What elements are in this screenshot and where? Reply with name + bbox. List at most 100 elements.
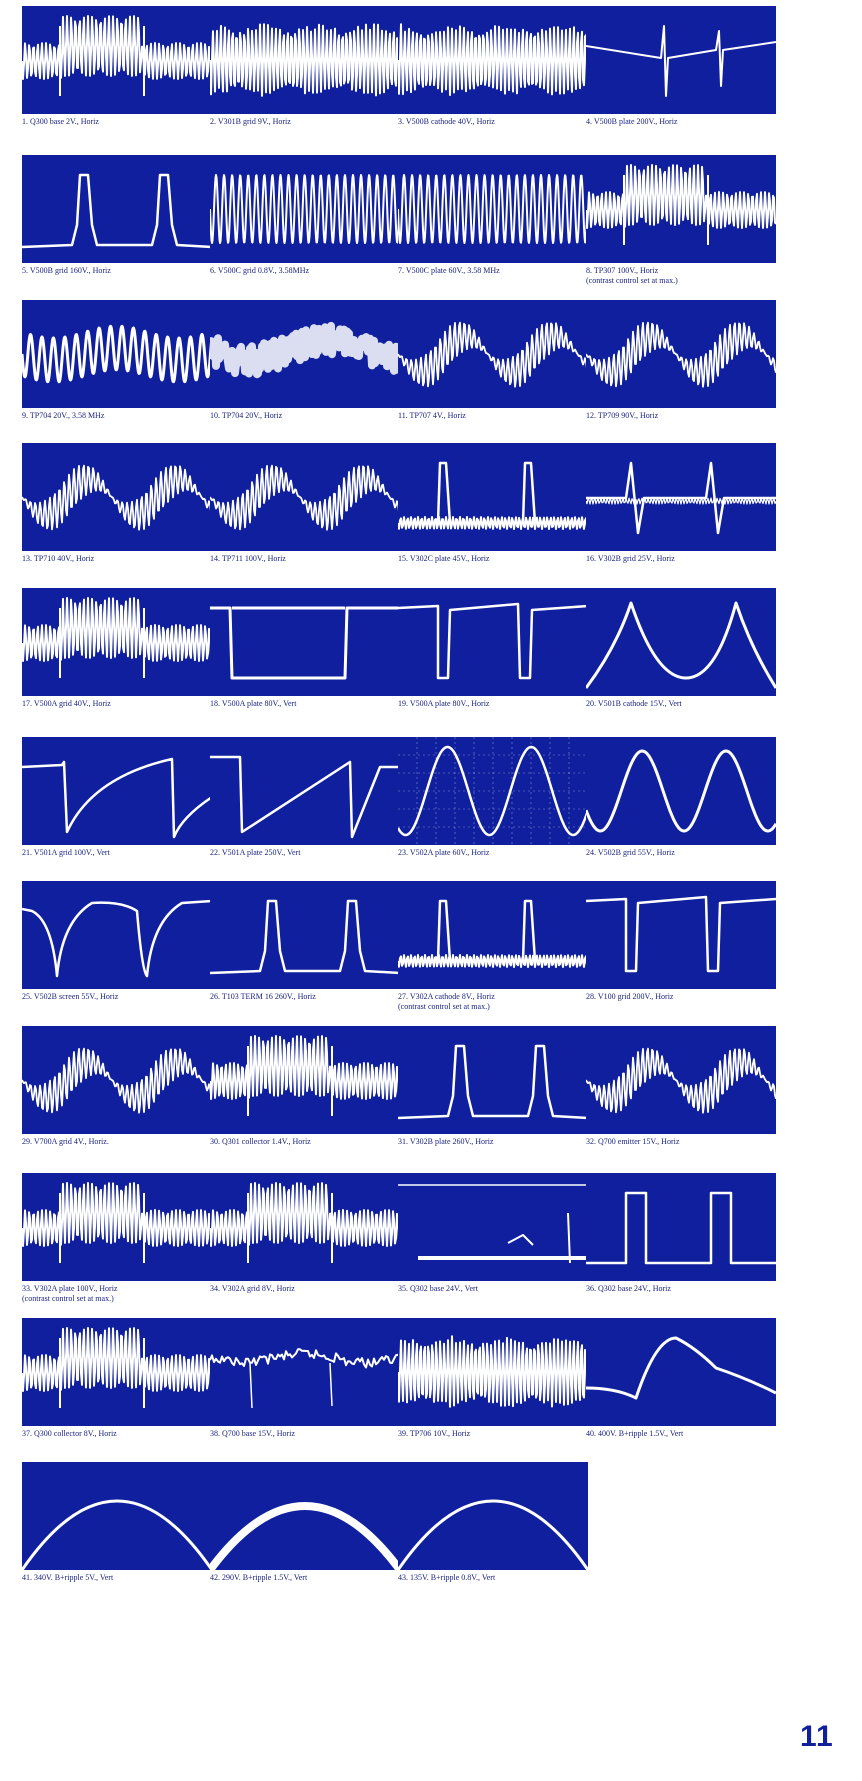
- oscilloscope-trace: [22, 443, 212, 551]
- waveform-caption: 35. Q302 base 24V., Vert: [398, 1284, 478, 1293]
- oscilloscope-trace: [22, 300, 212, 408]
- waveform-panel: 28. V100 grid 200V., Horiz: [586, 881, 776, 1002]
- waveform-panel: 39. TP706 10V., Horiz: [398, 1318, 588, 1439]
- waveform-caption: 9. TP704 20V., 3.58 MHz: [22, 411, 105, 420]
- oscilloscope-trace: [398, 588, 588, 696]
- waveform-caption: 26. T103 TERM 16 260V., Horiz: [210, 992, 316, 1001]
- oscilloscope-trace: [398, 1173, 588, 1281]
- waveform-panel: 33. V302A plate 100V., Horiz (contrast co…: [22, 1173, 212, 1304]
- oscilloscope-trace: [22, 1462, 212, 1570]
- waveform-caption: 34. V302A grid 8V., Horiz: [210, 1284, 295, 1293]
- oscilloscope-trace: [210, 443, 400, 551]
- oscilloscope-trace: [210, 6, 400, 114]
- waveform-panel: 31. V302B plate 260V., Horiz: [398, 1026, 588, 1147]
- waveform-caption: 21. V501A grid 100V., Vert: [22, 848, 110, 857]
- oscilloscope-trace: [210, 737, 400, 845]
- waveform-panel: 38. Q700 base 15V., Horiz: [210, 1318, 400, 1439]
- waveform-panel: 7. V500C plate 60V., 3.58 MHz: [398, 155, 588, 276]
- waveform-panel: 30. Q301 collector 1.4V., Horiz: [210, 1026, 400, 1147]
- waveform-panel: 14. TP711 100V., Horiz: [210, 443, 400, 564]
- waveform-panel: 20. V501B cathode 15V., Vert: [586, 588, 776, 709]
- waveform-caption: 4. V500B plate 200V., Horiz: [586, 117, 678, 126]
- oscilloscope-trace: [210, 300, 400, 408]
- waveform-caption: 8. TP307 100V., Horiz: [586, 266, 659, 275]
- waveform-caption: 20. V501B cathode 15V., Vert: [586, 699, 682, 708]
- waveform-caption: 5. V500B grid 160V., Horiz: [22, 266, 111, 275]
- waveform-caption-note: (contrast control set at max.): [586, 276, 678, 285]
- waveform-panel: 1. Q300 base 2V., Horiz: [22, 6, 212, 127]
- waveform-panel: 24. V502B grid 55V., Horiz: [586, 737, 776, 858]
- waveform-panel: 19. V500A plate 80V., Horiz: [398, 588, 588, 709]
- waveform-caption: 37. Q300 collector 8V., Horiz: [22, 1429, 117, 1438]
- oscilloscope-trace: [22, 881, 212, 989]
- waveform-panel: 36. Q302 base 24V., Horiz: [586, 1173, 776, 1294]
- waveform-panel: 35. Q302 base 24V., Vert: [398, 1173, 588, 1294]
- waveform-panel: 26. T103 TERM 16 260V., Horiz: [210, 881, 400, 1002]
- waveform-caption: 40. 400V. B+ripple 1.5V., Vert: [586, 1429, 684, 1438]
- oscilloscope-trace: [398, 155, 588, 263]
- waveform-caption: 30. Q301 collector 1.4V., Horiz: [210, 1137, 311, 1146]
- oscilloscope-trace: [398, 1462, 588, 1570]
- waveform-caption: 32. Q700 emitter 15V., Horiz: [586, 1137, 680, 1146]
- waveform-panel: 16. V302B grid 25V., Horiz: [586, 443, 776, 564]
- waveform-caption: 42. 290V. B+ripple 1.5V., Vert: [210, 1573, 308, 1582]
- oscilloscope-trace: [22, 1026, 212, 1134]
- waveform-panel: 21. V501A grid 100V., Vert: [22, 737, 212, 858]
- waveform-panel: 10. TP704 20V., Horiz: [210, 300, 400, 421]
- waveform-caption: 24. V502B grid 55V., Horiz: [586, 848, 675, 857]
- waveform-panel: 29. V700A grid 4V., Horiz.: [22, 1026, 212, 1147]
- waveform-panel: 27. V302A cathode 8V., Horiz (contrast co…: [398, 881, 588, 1012]
- waveform-panel: 11. TP707 4V., Horiz: [398, 300, 588, 421]
- waveform-caption: 16. V302B grid 25V., Horiz: [586, 554, 675, 563]
- waveform-caption: 13. TP710 40V., Horiz: [22, 554, 95, 563]
- waveform-caption: 33. V302A plate 100V., Horiz: [22, 1284, 118, 1293]
- oscilloscope-trace: [586, 1318, 776, 1426]
- waveform-panel: 5. V500B grid 160V., Horiz: [22, 155, 212, 276]
- waveform-caption: 27. V302A cathode 8V., Horiz: [398, 992, 495, 1001]
- waveform-panel: 9. TP704 20V., 3.58 MHz: [22, 300, 212, 421]
- waveform-panel: 15. V302C plate 45V., Horiz: [398, 443, 588, 564]
- waveform-panel: 41. 340V. B+ripple 5V., Vert: [22, 1462, 212, 1583]
- waveform-caption: 7. V500C plate 60V., 3.58 MHz: [398, 266, 500, 275]
- waveform-caption: 14. TP711 100V., Horiz: [210, 554, 286, 563]
- waveform-panel: 37. Q300 collector 8V., Horiz: [22, 1318, 212, 1439]
- waveform-panel: 23. V502A plate 60V., Horiz: [398, 737, 588, 858]
- oscilloscope-trace: [22, 1318, 212, 1426]
- page-number: 11: [800, 1720, 834, 1753]
- waveform-caption: 31. V302B plate 260V., Horiz: [398, 1137, 494, 1146]
- waveform-caption: 36. Q302 base 24V., Horiz: [586, 1284, 671, 1293]
- waveform-caption: 18. V500A plate 80V., Vert: [210, 699, 297, 708]
- oscilloscope-trace: [210, 1462, 400, 1570]
- oscilloscope-trace: [210, 588, 400, 696]
- oscilloscope-trace: [398, 443, 588, 551]
- oscilloscope-trace: [586, 1173, 776, 1281]
- waveform-panel: 43. 135V. B+ripple 0.8V., Vert: [398, 1462, 588, 1583]
- oscilloscope-trace: [586, 1026, 776, 1134]
- oscilloscope-trace: [586, 881, 776, 989]
- oscilloscope-trace: [22, 6, 212, 114]
- waveform-caption-note: (contrast control set at max.): [398, 1002, 490, 1011]
- waveform-panel: 13. TP710 40V., Horiz: [22, 443, 212, 564]
- waveform-panel: 40. 400V. B+ripple 1.5V., Vert: [586, 1318, 776, 1439]
- waveform-caption: 6. V500C grid 0.8V., 3.58MHz: [210, 266, 310, 275]
- oscilloscope-trace: [398, 1026, 588, 1134]
- waveform-panel: 17. V500A grid 40V., Horiz: [22, 588, 212, 709]
- oscilloscope-trace: [586, 6, 776, 114]
- oscilloscope-trace: [22, 155, 212, 263]
- waveform-caption: 43. 135V. B+ripple 0.8V., Vert: [398, 1573, 496, 1582]
- waveform-caption: 12. TP709 90V., Horiz: [586, 411, 659, 420]
- oscilloscope-trace: [398, 1318, 588, 1426]
- waveform-caption-note: (contrast control set at max.): [22, 1294, 114, 1303]
- waveform-caption: 2. V301B grid 9V., Horiz: [210, 117, 291, 126]
- waveform-caption: 29. V700A grid 4V., Horiz.: [22, 1137, 109, 1146]
- waveform-caption: 17. V500A grid 40V., Horiz: [22, 699, 111, 708]
- waveform-panel: 25. V502B screen 55V., Horiz: [22, 881, 212, 1002]
- oscilloscope-trace: [22, 1173, 212, 1281]
- waveform-caption: 28. V100 grid 200V., Horiz: [586, 992, 674, 1001]
- waveform-caption: 15. V302C plate 45V., Horiz: [398, 554, 490, 563]
- oscilloscope-trace: [210, 155, 400, 263]
- waveform-caption: 38. Q700 base 15V., Horiz: [210, 1429, 295, 1438]
- waveform-caption: 25. V502B screen 55V., Horiz: [22, 992, 119, 1001]
- oscilloscope-trace: [210, 1318, 400, 1426]
- oscilloscope-trace: [210, 881, 400, 989]
